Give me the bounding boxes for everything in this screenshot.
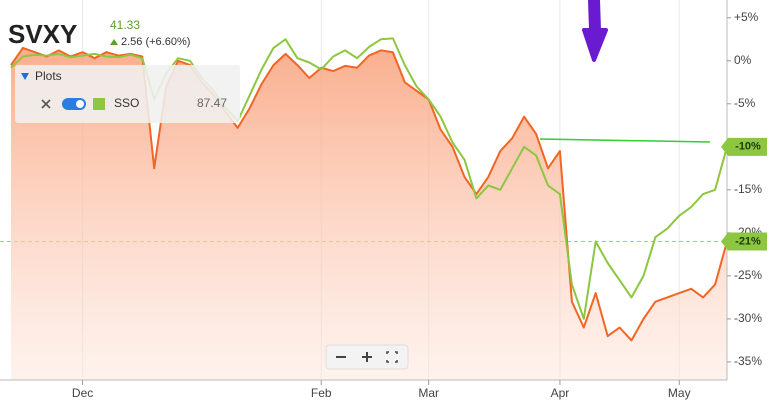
zoom-in[interactable] — [362, 352, 372, 362]
end-label: -10% — [735, 141, 761, 153]
y-tick-label: +5% — [734, 10, 759, 24]
symbol: SVXY — [8, 19, 77, 49]
x-tick-label: Mar — [418, 386, 439, 400]
x-tick-label: Feb — [311, 386, 332, 400]
end-label: -21% — [735, 235, 761, 247]
y-tick-label: 0% — [734, 53, 752, 67]
x-tick-label: Apr — [551, 386, 570, 400]
x-tick-label: Dec — [72, 386, 93, 400]
trend-line — [539, 138, 711, 143]
price: 41.33 — [110, 18, 140, 32]
remove-button[interactable] — [41, 99, 51, 109]
y-tick-label: -15% — [734, 182, 762, 196]
y-tick-label: -25% — [734, 268, 762, 282]
legend-swatch — [93, 98, 105, 110]
legend-title: Plots — [35, 69, 62, 83]
up-arrow — [110, 39, 118, 45]
change: 2.56 (+6.60%) — [121, 36, 190, 48]
area — [11, 47, 727, 381]
line — [10, 37, 728, 320]
legend-label: SSO — [114, 96, 139, 110]
y-tick-label: -5% — [734, 96, 756, 110]
toggle-knob — [76, 100, 84, 108]
arrow-annotation — [582, 0, 608, 62]
fullscreen[interactable] — [386, 351, 398, 363]
collapse-icon[interactable] — [21, 73, 29, 80]
end-tag — [721, 137, 767, 156]
end-tag — [721, 232, 767, 251]
y-tick-label: -35% — [734, 354, 762, 368]
y-tick-label: -30% — [734, 311, 762, 325]
legend-value: 87.47 — [197, 96, 227, 110]
x-tick-label: May — [668, 386, 691, 400]
